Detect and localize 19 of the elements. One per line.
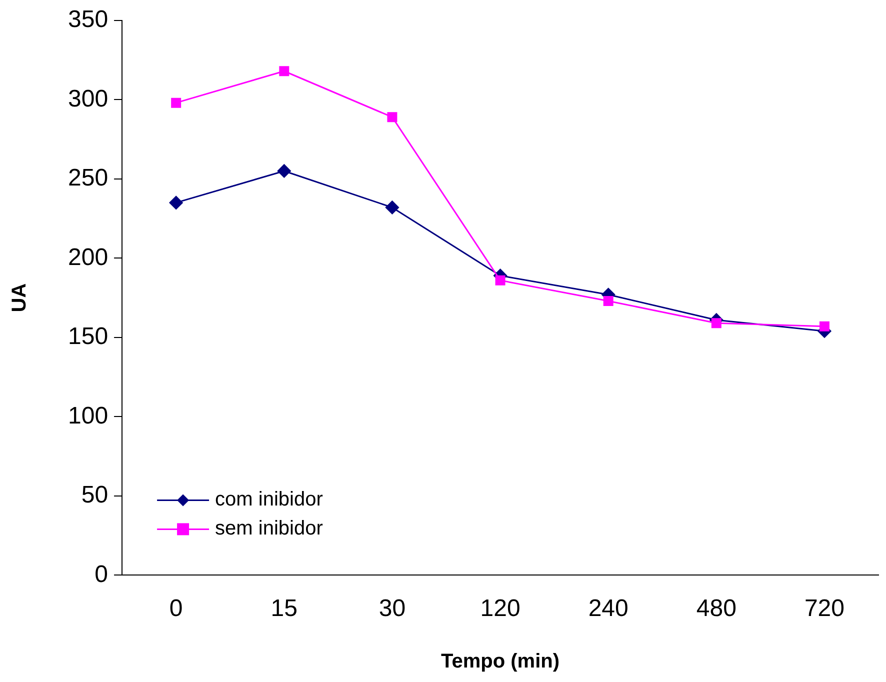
y-tick-label: 150 (68, 323, 108, 350)
x-tick-label: 480 (696, 595, 736, 622)
y-tick-label: 200 (68, 244, 108, 271)
y-axis-title: UA (8, 283, 31, 312)
x-tick-label: 0 (169, 595, 183, 622)
x-tick-label: 240 (588, 595, 628, 622)
legend-label: sem inibidor (215, 518, 324, 540)
y-tick-label: 300 (68, 85, 108, 112)
y-tick-label: 350 (68, 6, 108, 34)
legend-label: com inibidor (215, 488, 324, 511)
x-tick-label: 720 (804, 595, 844, 622)
y-tick-label: 0 (94, 560, 108, 588)
x-tick-label: 30 (378, 595, 406, 622)
y-tick-label: 250 (68, 164, 108, 192)
x-tick-label: 120 (480, 595, 520, 622)
y-tick-label: 100 (68, 402, 108, 430)
y-tick-label: 50 (81, 482, 108, 509)
x-axis-title: Tempo (min) (441, 650, 560, 673)
x-tick-label: 15 (270, 595, 298, 622)
